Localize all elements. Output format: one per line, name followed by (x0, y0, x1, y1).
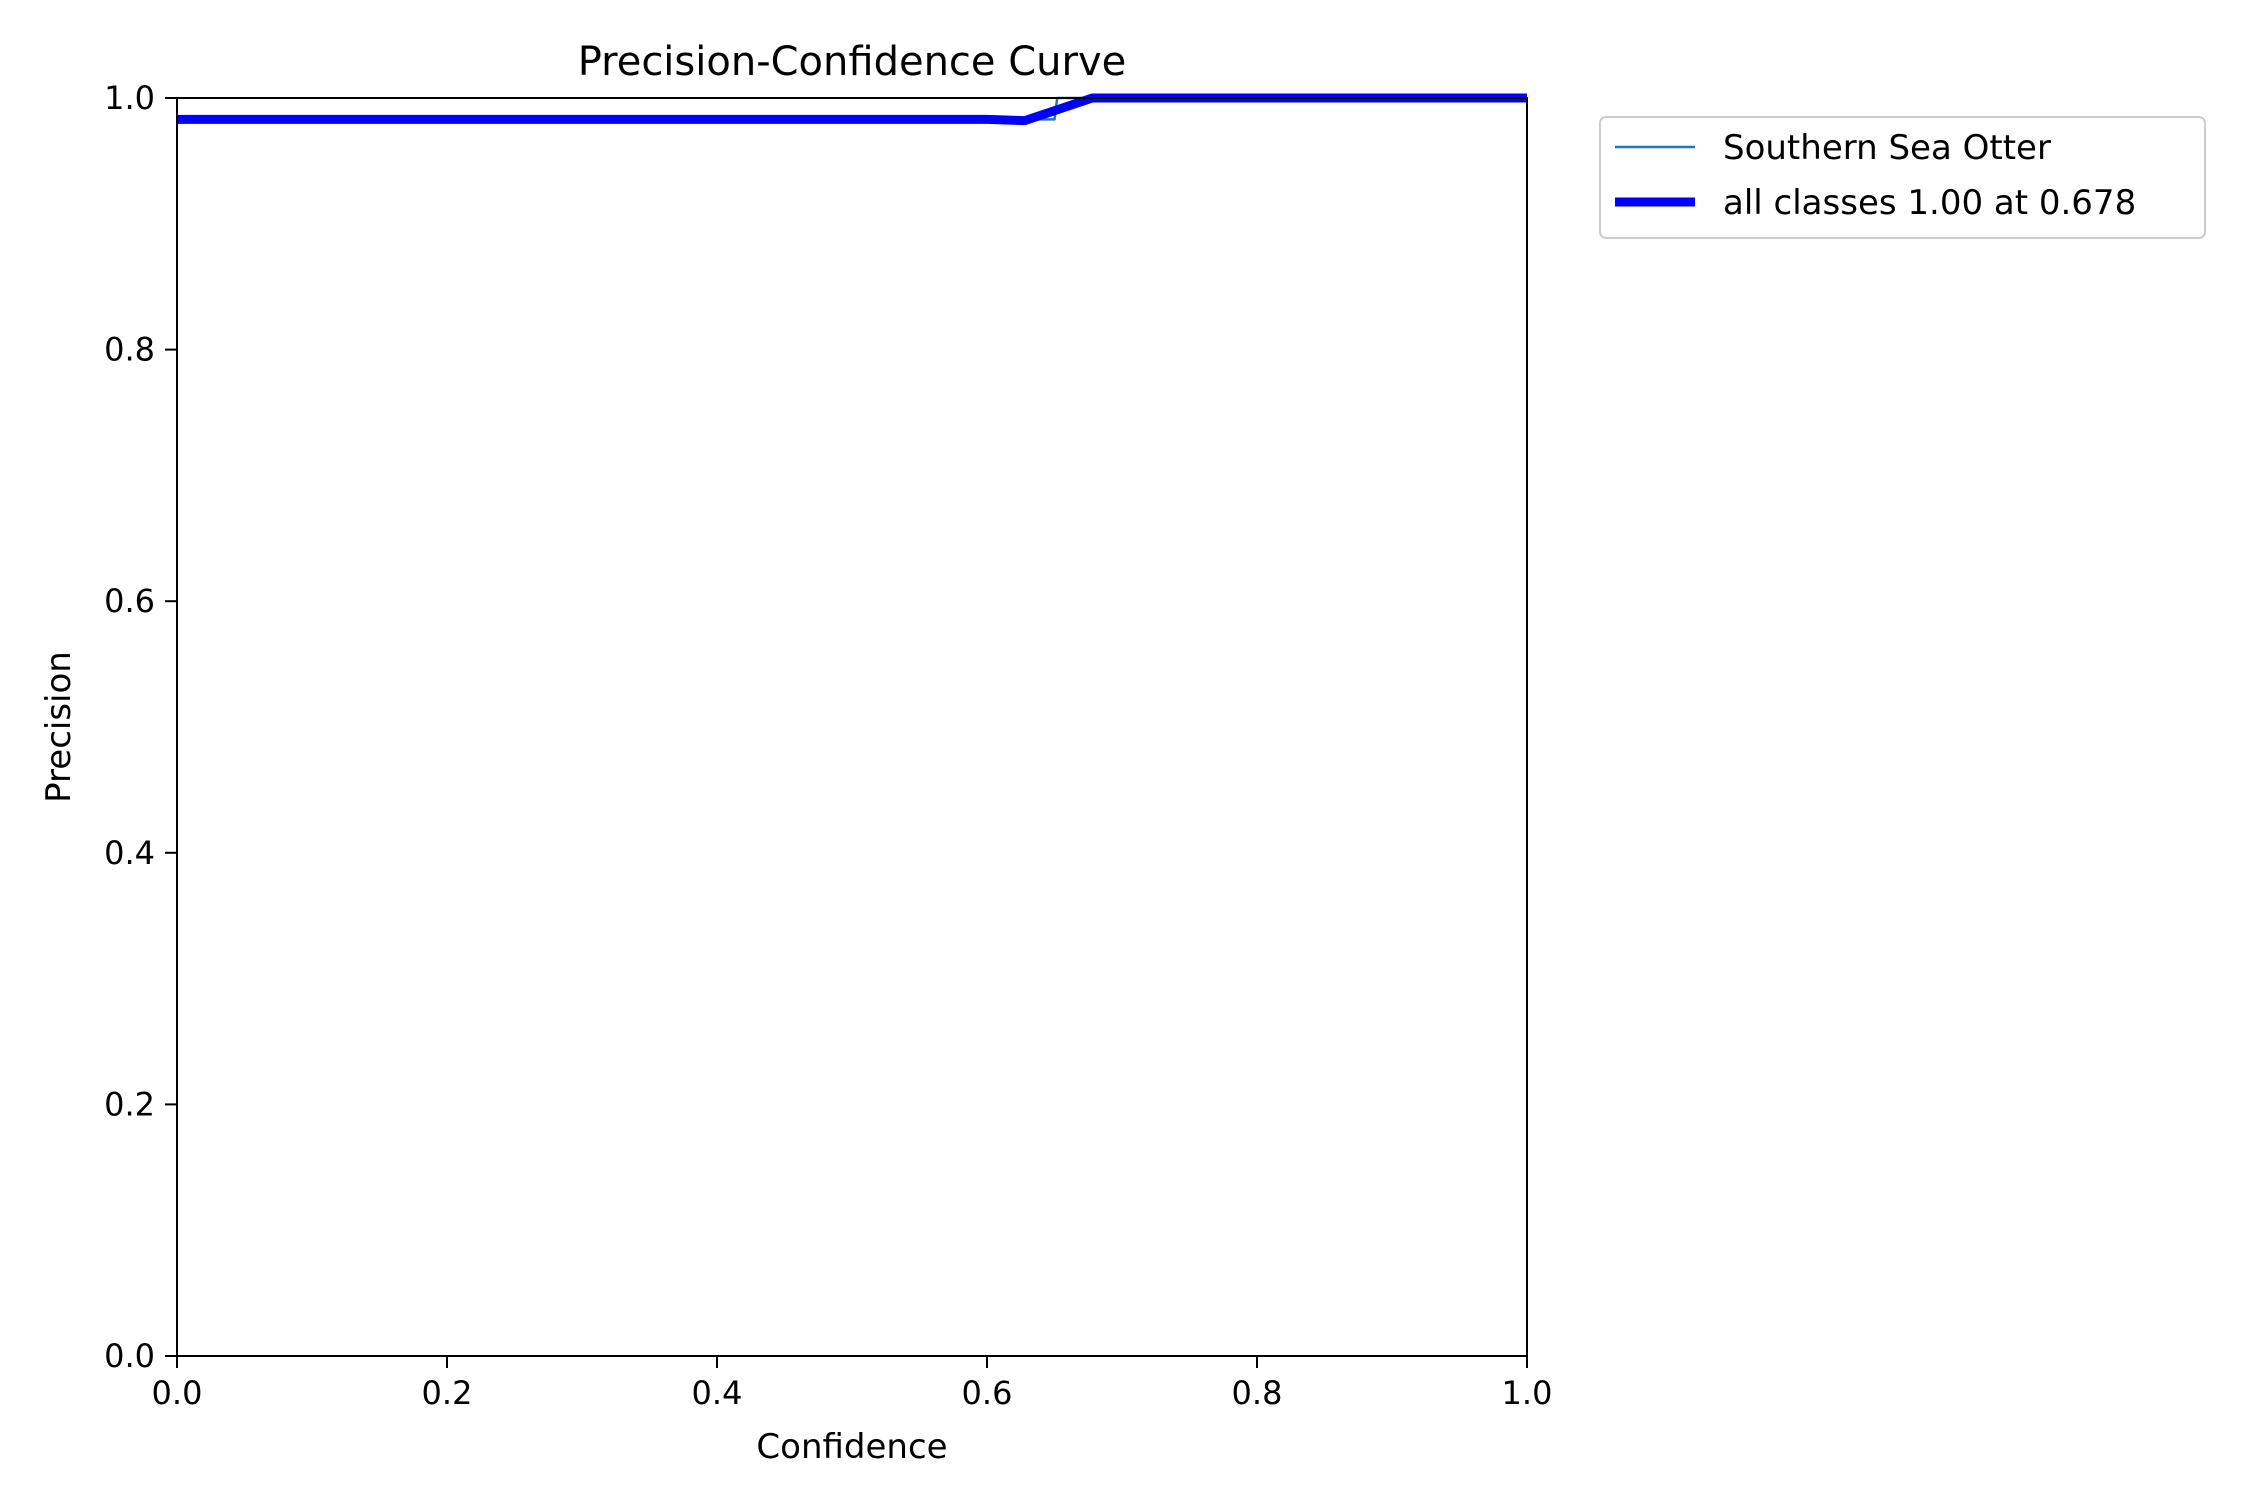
series-line-1 (177, 93, 1527, 126)
x-tick-label: 0.4 (692, 1374, 743, 1412)
x-tick-label: 0.0 (152, 1374, 203, 1412)
x-tick-label: 0.6 (962, 1374, 1013, 1412)
x-tick-label: 0.2 (422, 1374, 473, 1412)
y-tick-label: 0.0 (104, 1337, 155, 1375)
chart-title: Precision-Confidence Curve (578, 39, 1127, 85)
y-tick-label: 0.8 (104, 331, 155, 369)
x-axis-label: Confidence (756, 1427, 947, 1467)
legend-box (1599, 116, 2206, 239)
legend: Southern Sea Otter all classes 1.00 at 0.… (1599, 116, 2206, 239)
x-tick-label: 0.8 (1232, 1374, 1283, 1412)
plot-area: 0.0 0.2 0.4 0.6 0.8 1.0 0.0 0.2 0.4 0.6 0.8 1.0 (104, 79, 1552, 1412)
y-axis-ticks: 0.0 0.2 0.4 0.6 0.8 1.0 (104, 79, 177, 1375)
y-tick-label: 0.2 (104, 1085, 155, 1123)
y-tick-label: 0.6 (104, 582, 155, 620)
legend-label-1: all classes 1.00 at 0.678 (1723, 183, 2136, 223)
plot-frame (176, 97, 1528, 1357)
x-axis-ticks: 0.0 0.2 0.4 0.6 0.8 1.0 (152, 1356, 1553, 1412)
series-layer (177, 93, 1527, 126)
y-tick-label: 0.4 (104, 834, 155, 872)
legend-items: Southern Sea Otter all classes 1.00 at 0.… (1615, 128, 2136, 223)
y-tick-label: 1.0 (104, 79, 155, 117)
y-axis-label: Precision (39, 651, 79, 803)
legend-label-0: Southern Sea Otter (1723, 128, 2051, 168)
x-tick-label: 1.0 (1502, 1374, 1553, 1412)
